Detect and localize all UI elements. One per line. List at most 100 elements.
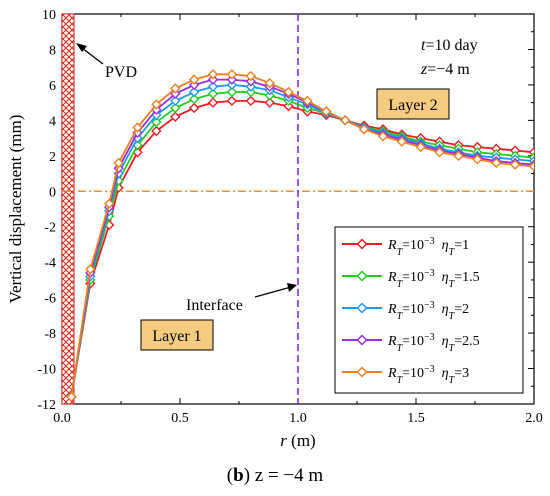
- data-point: [434, 147, 445, 158]
- data-point: [321, 106, 332, 117]
- data-point: [491, 157, 502, 169]
- layer2-box: Layer 2: [376, 88, 450, 120]
- layer1-label: Layer 1: [152, 328, 201, 345]
- data-point: [509, 159, 521, 170]
- y-tick-label: 6: [49, 79, 56, 94]
- data-point: [188, 79, 200, 91]
- x-tick-label: 0.5: [171, 411, 189, 426]
- depth-annotation: z=−4 m: [420, 61, 470, 78]
- data-point: [302, 95, 313, 107]
- data-point: [245, 76, 256, 87]
- data-point: [151, 125, 162, 137]
- data-point: [226, 79, 238, 91]
- layer2-label: Layer 2: [388, 97, 437, 114]
- data-point: [245, 81, 256, 92]
- time-annotation: t=10 day: [421, 37, 478, 54]
- x-tick-label: 1.0: [289, 411, 307, 426]
- legend-marker: [356, 302, 368, 314]
- y-tick-label: -8: [44, 327, 56, 342]
- data-point: [207, 81, 219, 92]
- data-point: [472, 154, 483, 165]
- data-point: [358, 124, 370, 135]
- y-axis-title: Vertical displacement (mm): [6, 115, 25, 304]
- data-point: [151, 99, 162, 110]
- data-point: [283, 86, 294, 98]
- data-point: [245, 70, 256, 82]
- data-point: [396, 136, 408, 147]
- legend-item: RT=10−3 ηT=1: [342, 236, 469, 258]
- data-point: [226, 95, 238, 107]
- pvd-label: PVD: [105, 64, 137, 81]
- legend: RT=10−3 ηT=1 RT=10−3 ηT=1.5 RT=10−3 ηT=2 RT…: [334, 226, 524, 394]
- data-point: [264, 97, 275, 108]
- data-point: [170, 88, 181, 99]
- legend-label: RT=10−3 ηT=2.5: [387, 332, 480, 354]
- y-tick-label: -10: [37, 363, 56, 378]
- x-tick-labels: 0.0 0.5 1.0 1.5 2.0: [53, 411, 543, 426]
- legend-label: RT=10−3 ηT=3: [387, 364, 469, 386]
- pvd-hatched-band: [61, 13, 75, 405]
- data-point: [226, 86, 238, 98]
- legend-item: RT=10−3 ηT=1.5: [342, 268, 480, 290]
- x-axis-title: r (m): [280, 431, 315, 450]
- legend-label: RT=10−3 ηT=1.5: [387, 268, 480, 290]
- data-point: [170, 83, 181, 94]
- legend-label: RT=10−3 ηT=1: [387, 236, 469, 258]
- legend-item: RT=10−3 ηT=2: [342, 300, 469, 322]
- data-point: [151, 116, 162, 128]
- data-point: [264, 77, 275, 89]
- y-tick-label: -6: [44, 292, 56, 307]
- figure-caption: (b) z = −4 m: [227, 465, 324, 486]
- data-point: [170, 102, 181, 114]
- data-point: [207, 69, 219, 80]
- data-point: [264, 90, 275, 101]
- data-point: [104, 198, 115, 209]
- y-tick-label: 4: [49, 114, 56, 129]
- data-point: [377, 131, 389, 142]
- series-5: [66, 69, 534, 403]
- data-point: [188, 86, 200, 98]
- legend-marker: [356, 238, 368, 250]
- data-point: [170, 111, 181, 123]
- x-tick-label: 2.0: [525, 411, 543, 426]
- y-tick-label: -12: [37, 398, 56, 413]
- data-point: [207, 88, 219, 99]
- data-point: [170, 95, 181, 107]
- layer1-box: Layer 1: [140, 319, 214, 351]
- legend-label: RT=10−3 ηT=2: [387, 300, 469, 322]
- interface-label: Interface: [186, 297, 243, 314]
- legend-item: RT=10−3 ηT=3: [342, 364, 469, 386]
- y-tick-label: 8: [49, 43, 56, 58]
- legend-marker: [356, 334, 368, 346]
- data-point: [340, 115, 351, 126]
- legend-marker: [356, 270, 368, 282]
- data-point: [415, 141, 426, 153]
- data-point: [245, 95, 256, 107]
- interface-annotation: Interface: [186, 283, 297, 314]
- y-tick-label: -4: [44, 256, 56, 271]
- y-tick-label: 0: [49, 185, 56, 200]
- data-point: [453, 150, 464, 162]
- data-point: [207, 97, 219, 108]
- data-point: [113, 157, 124, 169]
- data-point: [66, 391, 77, 403]
- series-group: [66, 69, 534, 403]
- data-point: [226, 69, 238, 80]
- data-point: [283, 100, 294, 112]
- y-tick-label: 2: [49, 150, 56, 165]
- y-tick-label: 10: [42, 8, 56, 23]
- data-point: [207, 74, 219, 85]
- data-point: [226, 74, 238, 85]
- pvd-annotation: PVD: [76, 43, 137, 81]
- y-tick-labels: -12 -10 -8 -6 -4 -2 0 2 4 6 8 10: [37, 8, 56, 413]
- data-point: [245, 86, 256, 98]
- legend-item: RT=10−3 ηT=2.5: [342, 332, 480, 354]
- data-point: [132, 122, 143, 133]
- x-tick-label: 0.0: [53, 411, 71, 426]
- data-point: [528, 161, 534, 172]
- data-point: [85, 264, 96, 275]
- legend-marker: [356, 366, 368, 378]
- y-tick-label: -2: [44, 221, 56, 236]
- data-point: [188, 102, 200, 114]
